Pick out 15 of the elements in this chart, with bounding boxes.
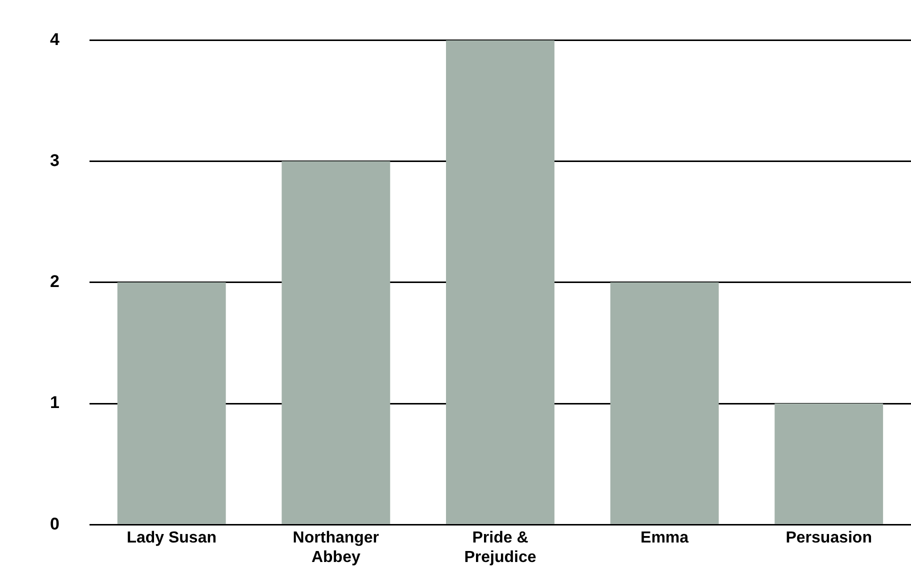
x-tick-label: Pride & Prejudice [464,530,536,566]
bar [774,404,884,524]
y-tick-label: 2 [50,272,60,292]
bar [446,40,554,524]
bar [117,282,226,524]
y-tick-label: 1 [50,393,60,412]
bar [610,282,719,524]
bar [282,161,390,524]
y-tick-label: 0 [50,514,60,534]
x-tick-label: Emma [640,530,689,547]
x-tick-label: Lady Susan [126,530,217,547]
x-tick-label: Persuasion [786,530,872,547]
y-tick-label: 4 [50,30,60,49]
y-tick-label: 3 [50,150,60,170]
x-tick-label: Northanger Abbey [292,530,380,566]
